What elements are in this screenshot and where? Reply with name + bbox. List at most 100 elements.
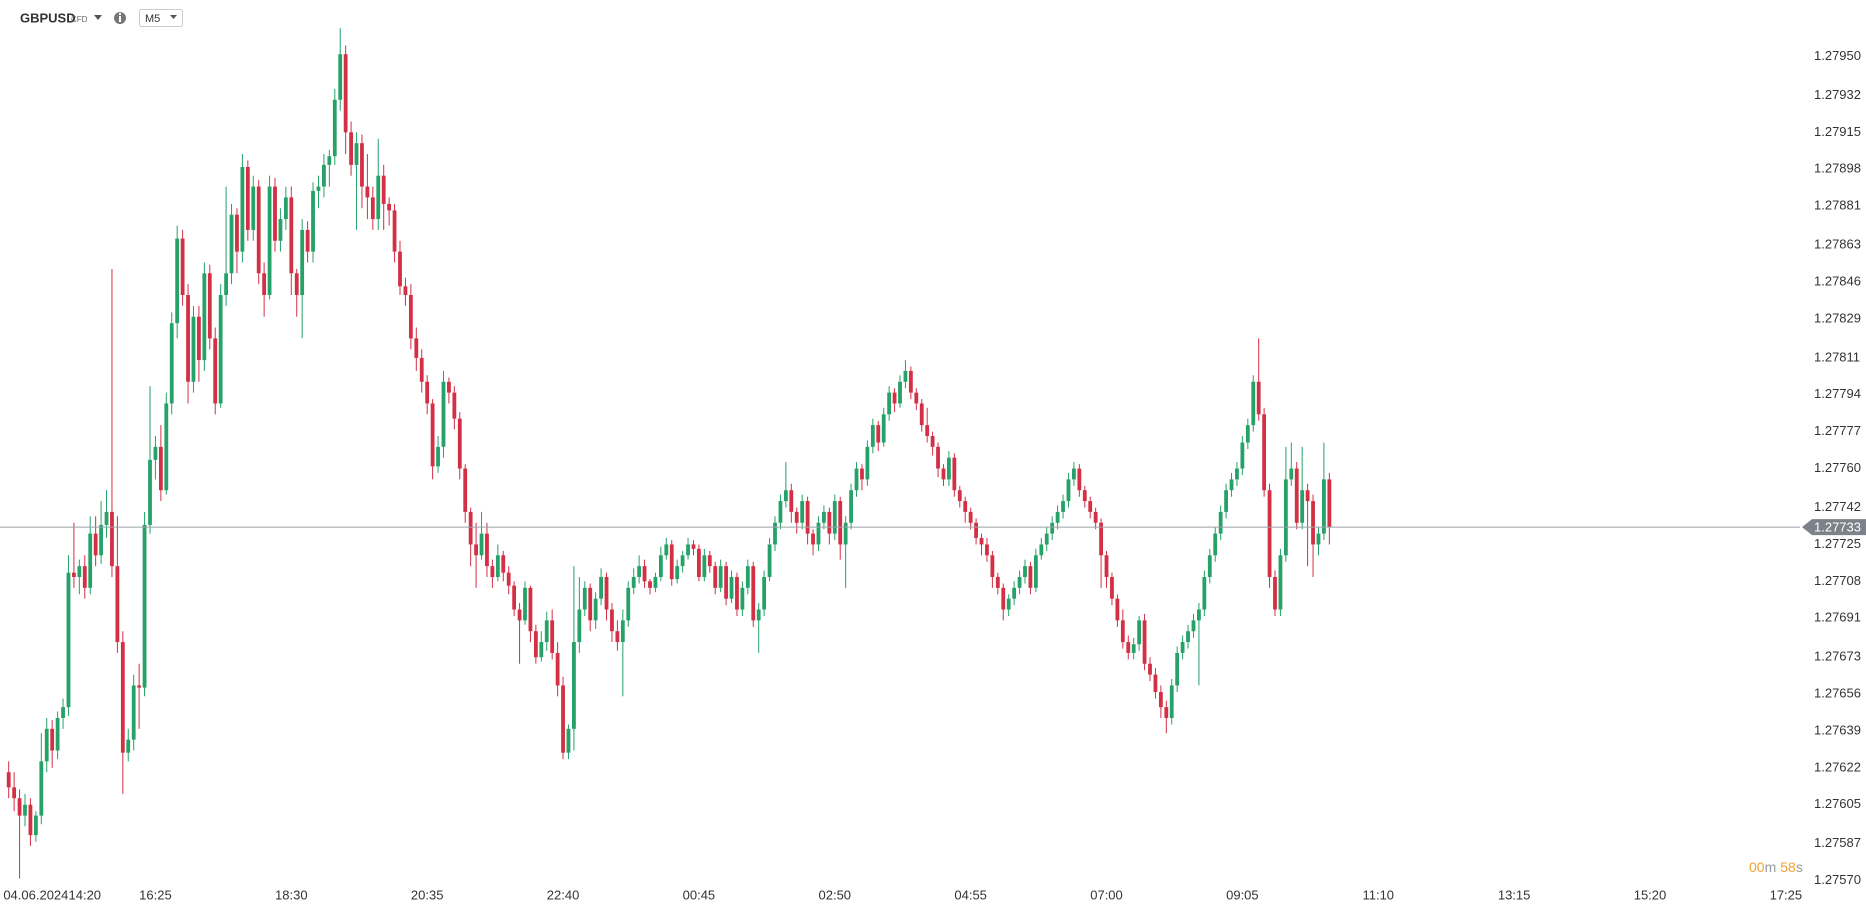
candle-body: [985, 544, 989, 556]
y-tick-label: 1.27794: [1814, 386, 1861, 401]
candle-body: [686, 544, 690, 556]
candle-body: [936, 446, 940, 469]
candle-body: [251, 186, 256, 230]
symbol[interactable]: GBPUSD: [20, 10, 76, 25]
x-tick-label: 17:25: [1770, 887, 1803, 902]
x-tick-label: 07:00: [1090, 887, 1123, 902]
candle-body: [1077, 468, 1082, 491]
candle-body: [202, 273, 207, 361]
candle-body: [881, 414, 886, 443]
candle-body: [680, 555, 685, 567]
candle-body: [1093, 511, 1098, 523]
y-tick-label: 1.27811: [1814, 349, 1860, 364]
candle-body: [278, 219, 283, 241]
candle-body: [533, 631, 538, 658]
candle-body: [675, 566, 680, 580]
candle-body: [1191, 620, 1196, 632]
candle-body: [615, 631, 620, 643]
candle-body: [1115, 598, 1120, 621]
x-tick-label: 11:10: [1362, 887, 1394, 902]
candle-body: [582, 587, 587, 610]
candle-body: [6, 772, 11, 788]
candle-body: [365, 186, 370, 198]
candle-body: [1110, 576, 1114, 599]
candle-body: [631, 576, 636, 588]
candle-body: [822, 511, 826, 523]
candle-body: [718, 566, 723, 588]
candle-body: [517, 609, 522, 621]
x-tick-label: 18:30: [275, 887, 308, 902]
candle-body: [338, 54, 343, 100]
candle-body: [115, 566, 120, 643]
candle-body: [903, 370, 908, 382]
candle-body: [245, 167, 250, 230]
candle-body: [637, 566, 642, 577]
candle-body: [169, 323, 174, 404]
last-price-tag: [1802, 519, 1866, 536]
candle-body: [61, 707, 65, 718]
candle-body: [148, 459, 152, 525]
candle-body: [33, 815, 38, 836]
candle-body: [300, 229, 305, 295]
candle-body: [528, 587, 533, 632]
candle-body: [463, 468, 468, 512]
candle-body: [120, 642, 125, 753]
candle-body: [664, 544, 669, 556]
candle-body: [327, 156, 332, 165]
x-tick-label: 22:40: [547, 887, 580, 902]
candle-body: [1164, 707, 1169, 718]
candle-body: [408, 295, 413, 339]
candle-body: [876, 425, 881, 443]
candle-body: [577, 609, 582, 643]
candle-body: [979, 537, 984, 545]
candle-body: [1202, 576, 1207, 610]
candle-body: [941, 468, 946, 480]
x-tick-label: 20:35: [411, 887, 444, 902]
candle-body: [990, 555, 995, 577]
candle-body: [77, 566, 82, 577]
candle-body: [865, 446, 870, 480]
candle-body: [1126, 642, 1131, 653]
candle-body: [343, 54, 348, 133]
candle-body: [398, 251, 402, 287]
candle-body: [653, 576, 658, 588]
candle-body: [23, 804, 27, 816]
candle-body: [947, 457, 951, 480]
candle-body: [1148, 663, 1152, 675]
candle-body: [811, 533, 815, 545]
candle-body: [349, 132, 353, 165]
symbol-dropdown[interactable]: [94, 15, 102, 20]
candle-body: [311, 190, 315, 252]
candle-body: [430, 403, 435, 467]
candle-body: [860, 468, 864, 480]
candle-body: [561, 685, 565, 753]
y-tick-label: 1.27898: [1814, 161, 1861, 176]
candles: [6, 28, 1332, 879]
candle-body: [751, 566, 756, 621]
candle-body: [490, 566, 495, 577]
x-tick-label: 04:55: [954, 887, 987, 902]
candle-body: [735, 576, 739, 610]
candle-body: [224, 273, 228, 295]
candle-body: [707, 555, 712, 567]
candle-body: [273, 186, 277, 241]
timeframe-select[interactable]: [139, 9, 183, 27]
y-tick-label: 1.27622: [1814, 759, 1861, 774]
timeframe-dropdown: [170, 15, 177, 19]
candle-body: [925, 425, 930, 436]
candle-body: [1169, 685, 1174, 718]
candle-body: [322, 164, 326, 187]
x-tick-label: 04.06.2024: [3, 887, 68, 902]
y-tick-label: 1.27605: [1814, 796, 1861, 811]
candle-body: [1044, 533, 1049, 545]
candle-body: [126, 739, 131, 753]
candle-body: [658, 555, 663, 577]
candle-body: [691, 544, 696, 549]
candle-body: [294, 273, 299, 295]
candle-body: [919, 403, 924, 426]
candle-body: [425, 381, 430, 404]
candle-body: [610, 609, 614, 632]
candle-body: [485, 533, 489, 567]
candle-body: [800, 501, 805, 523]
candle-body: [1240, 442, 1245, 469]
